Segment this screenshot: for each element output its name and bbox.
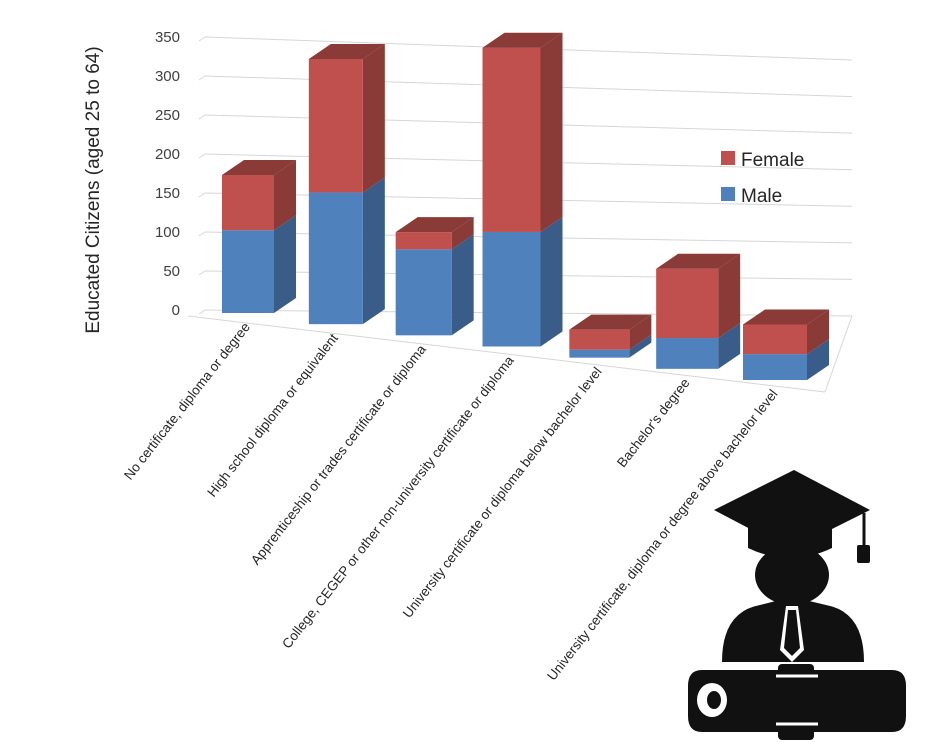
bar-male (482, 216, 563, 347)
tie (784, 610, 800, 656)
bar-female-front (308, 58, 363, 193)
y-tick-label: 350 (155, 29, 180, 46)
bar-female-side (540, 32, 563, 232)
bar-female-front (569, 329, 630, 350)
ribbon-lines (776, 674, 818, 726)
bar-male-side (718, 323, 741, 369)
gridline-side (198, 75, 206, 81)
floor-front-edge (187, 315, 826, 393)
bar-female-front (222, 175, 274, 231)
bar-female-side (362, 43, 385, 193)
bar-male (743, 339, 829, 380)
y-tick-label: 300 (155, 68, 180, 85)
gridline-side (198, 231, 206, 237)
bar-top (222, 160, 296, 175)
bar-female (656, 253, 741, 339)
bar-female (743, 309, 829, 355)
gridline-side (198, 36, 206, 42)
bar-group (569, 314, 652, 358)
legend-swatch-female (721, 151, 735, 165)
bar-female (222, 160, 296, 231)
bar-female-side (451, 217, 474, 250)
bar-female-front (743, 324, 807, 355)
bar-top (308, 43, 385, 59)
y-tick-label: 0 (172, 302, 180, 319)
gridline-side (198, 114, 206, 120)
x-category-label: Apprenticeship or trades certificate or … (248, 342, 429, 568)
bar-top (482, 32, 563, 48)
bar-top (743, 309, 829, 325)
bar-male (569, 334, 652, 358)
bar-group (743, 309, 829, 380)
bars (222, 32, 829, 380)
scroll-curl-inner (707, 691, 721, 709)
y-tick-label: 250 (155, 107, 180, 124)
bar-female-front (656, 268, 719, 339)
mortarboard-band (748, 522, 832, 558)
bar-group (395, 217, 474, 336)
bar-top (395, 217, 474, 233)
gridline-side (198, 192, 206, 198)
gridline-side (198, 153, 206, 159)
bar-male-side (274, 215, 296, 313)
legend-label-female: Female (741, 150, 804, 171)
bar-male-front (482, 231, 541, 347)
legend: Female Male (721, 150, 804, 207)
bar-male (395, 234, 474, 336)
bar-male-front (656, 338, 719, 369)
bar-male (308, 177, 385, 325)
bar-male-side (540, 216, 563, 347)
bar-male-front (308, 192, 363, 325)
bar-group (482, 32, 563, 347)
bar-top (569, 314, 652, 330)
y-tick-label: 50 (163, 263, 180, 280)
bar-top (656, 253, 741, 269)
gridline-side (198, 270, 206, 276)
bar-group (308, 43, 385, 325)
bar-group (222, 160, 296, 313)
y-tick-label: 150 (155, 185, 180, 202)
x-category-label: University certificate or diploma below … (400, 364, 605, 620)
bar-male-side (451, 234, 474, 336)
head (755, 545, 829, 605)
bar-female (482, 32, 563, 232)
y-axis-title: Educated Citizens (aged 25 to 64) (83, 46, 104, 333)
bar-female (395, 217, 474, 250)
bar-female-side (718, 253, 741, 339)
floor-right-edge (824, 315, 853, 393)
y-tick-label: 200 (155, 146, 180, 163)
y-axis-ticks: 0 50 100 150 200 250 300 350 (155, 29, 180, 319)
bar-male (656, 323, 741, 369)
gridline-side (198, 309, 206, 315)
bar-male-front (395, 249, 452, 336)
bar-male (222, 215, 296, 313)
bar-female-side (807, 309, 829, 355)
bar-male-side (629, 334, 652, 358)
bar-female (569, 314, 652, 350)
bar-female-side (629, 314, 652, 350)
bar-female-side (274, 160, 296, 231)
bar-male-side (362, 177, 385, 325)
bar-male-front (222, 230, 274, 313)
legend-swatch-male (721, 187, 735, 201)
graduate-icon (688, 470, 906, 740)
bar-female (308, 43, 385, 193)
bar-male-front (743, 354, 807, 380)
bar-female-front (482, 47, 541, 232)
bar-male-front (569, 349, 630, 358)
x-category-label: Bachelor's degree (614, 375, 693, 470)
legend-label-male: Male (741, 186, 782, 207)
y-tick-label: 100 (155, 224, 180, 241)
diploma-ribbon (778, 664, 814, 740)
tassel (857, 545, 870, 563)
bar-male-side (807, 339, 829, 380)
bar-female-front (395, 232, 452, 250)
bar-group (656, 253, 741, 369)
x-category-label: College, CEGEP or other non-university c… (279, 353, 517, 652)
